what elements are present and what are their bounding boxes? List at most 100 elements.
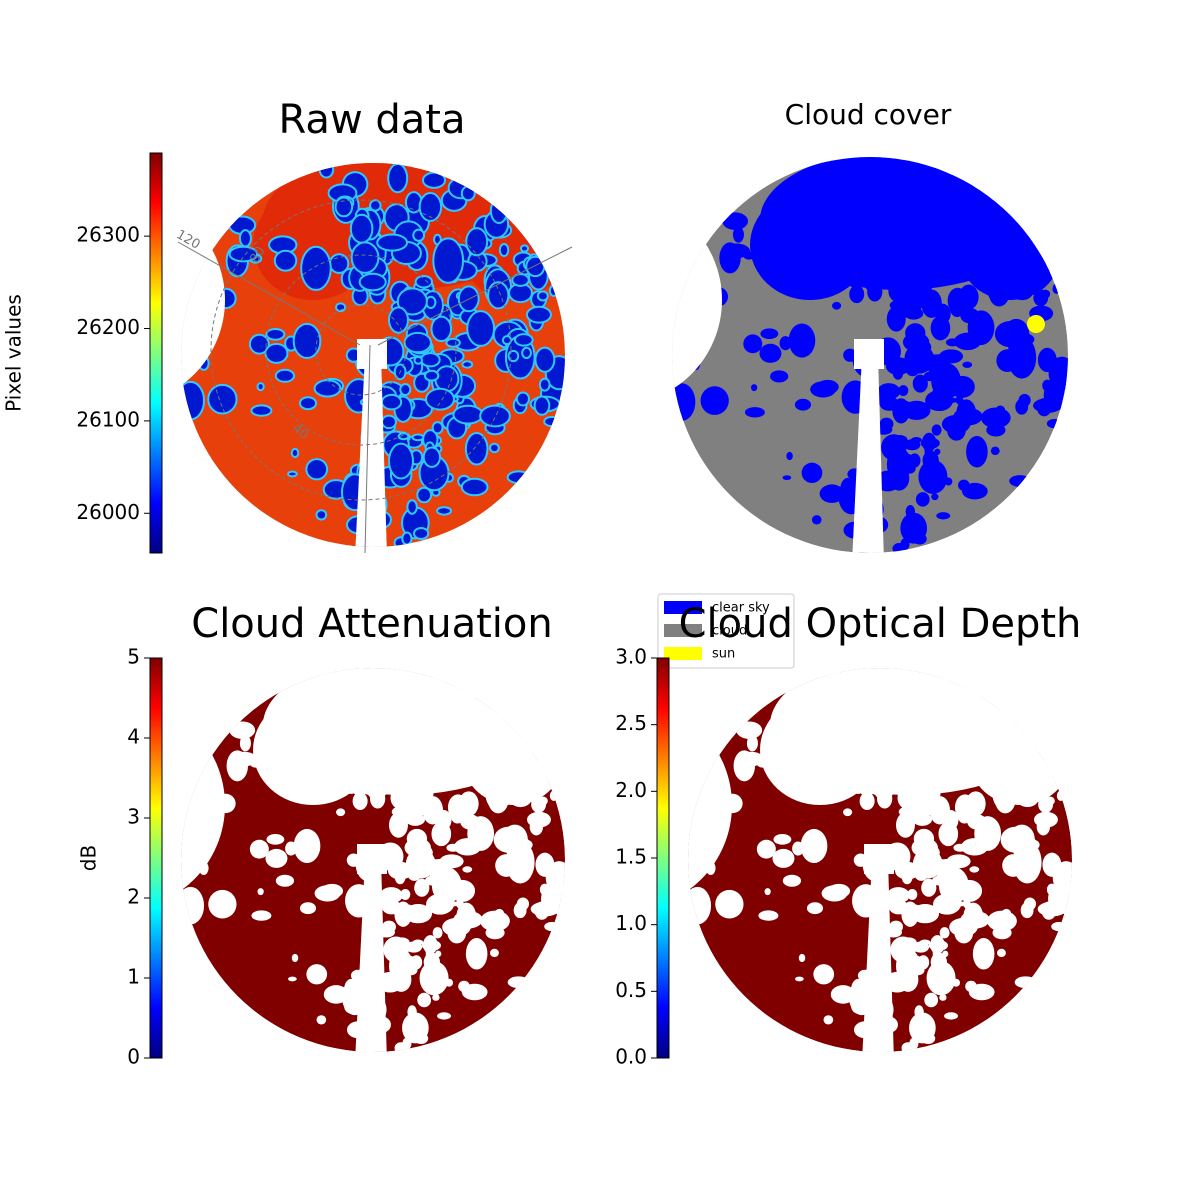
- image-blob: [889, 920, 903, 934]
- image-blob: [796, 244, 826, 288]
- image-blob: [351, 747, 379, 778]
- image-blob: [514, 839, 533, 851]
- image-blob: [756, 839, 776, 859]
- image-blob: [181, 886, 205, 925]
- image-blob: [1014, 976, 1037, 989]
- colorbar-tick-label: 26100: [76, 407, 140, 431]
- image-blob: [973, 733, 995, 761]
- image-blob: [414, 1032, 429, 1044]
- image-blob: [939, 994, 947, 1001]
- image-blob: [922, 781, 939, 793]
- image-blob: [265, 848, 288, 868]
- image-blob: [419, 698, 442, 726]
- image-blob: [847, 210, 870, 239]
- image-blob: [874, 231, 905, 248]
- legend-swatch: [664, 624, 702, 637]
- image-blob: [939, 927, 950, 939]
- image-blob: [1042, 379, 1052, 392]
- image-blob: [808, 751, 838, 795]
- image-blob: [291, 953, 299, 963]
- mask-wedge: [355, 860, 387, 1052]
- image-blob: [1046, 418, 1063, 429]
- image-blob: [1044, 796, 1055, 806]
- polar-label: 80: [247, 244, 268, 266]
- image-blob: [1042, 852, 1062, 877]
- image-blob: [1010, 281, 1034, 301]
- image-blob: [759, 343, 782, 363]
- image-blob: [426, 893, 455, 915]
- image-blob: [931, 424, 942, 436]
- image-blob: [743, 334, 763, 354]
- image-blob: [1000, 240, 1010, 253]
- image-blob: [744, 407, 765, 418]
- mask-center: [854, 339, 884, 369]
- colorbar-tick-label: 2: [127, 885, 140, 909]
- image-blob: [415, 781, 432, 793]
- image-blob: [700, 386, 729, 415]
- image-blob: [764, 888, 771, 896]
- polar-axis: [377, 246, 573, 346]
- image-blob: [836, 759, 856, 778]
- image-blob: [811, 515, 822, 525]
- image-blob: [359, 778, 386, 796]
- image-blob: [908, 453, 921, 468]
- panel-title: Raw data: [279, 97, 466, 143]
- image-blob: [453, 910, 483, 929]
- image-blob: [249, 839, 269, 859]
- image-blob: [972, 938, 995, 970]
- image-blob: [1009, 350, 1020, 362]
- image-blob: [921, 1032, 936, 1044]
- image-blob: [377, 739, 408, 756]
- image-blob: [402, 1037, 412, 1050]
- image-blob: [461, 983, 488, 1001]
- image-blob: [300, 245, 332, 291]
- image-blob: [772, 848, 795, 868]
- image-blob: [1029, 852, 1038, 864]
- image-blob: [399, 383, 412, 396]
- image-blob: [722, 212, 749, 230]
- image-blob: [460, 185, 476, 202]
- image-blob: [520, 750, 529, 757]
- image-blob: [848, 239, 876, 270]
- image-blob: [798, 953, 806, 963]
- image-blob: [370, 705, 381, 716]
- image-blob: [991, 194, 1009, 219]
- image-blob: [974, 816, 1002, 851]
- mask-center: [357, 844, 387, 874]
- image-blob: [329, 759, 349, 778]
- image-blob: [488, 787, 509, 814]
- image-blob: [387, 163, 409, 194]
- image-blob: [417, 992, 432, 1008]
- image-blob: [430, 315, 453, 343]
- image-blob: [537, 796, 548, 806]
- colorbar-label: dB: [77, 845, 101, 871]
- polar-label: 120: [173, 227, 202, 252]
- image-blob: [904, 187, 921, 208]
- image-blob: [989, 280, 1010, 307]
- image-blob: [1023, 347, 1033, 358]
- legend-label: clear sky: [712, 601, 770, 616]
- image-blob: [1052, 283, 1061, 294]
- polar-grid: [265, 254, 457, 446]
- image-blob: [316, 1015, 327, 1025]
- image-blob: [968, 691, 982, 706]
- image-blob: [522, 852, 531, 864]
- polar-grid: [210, 199, 512, 501]
- image-blob: [746, 735, 758, 752]
- image-blob: [932, 235, 963, 280]
- image-blob: [1016, 788, 1039, 808]
- image-blob: [1028, 253, 1047, 274]
- image-blob: [420, 352, 441, 368]
- image-blob: [940, 743, 971, 788]
- image-blob: [1012, 840, 1042, 884]
- image-blob: [526, 811, 551, 828]
- colorbar: [149, 152, 163, 554]
- image-blob: [921, 432, 937, 452]
- image-blob: [382, 920, 396, 934]
- image-blob: [229, 721, 256, 739]
- image-blob: [381, 899, 402, 915]
- colorbar-tick-label: 3: [127, 805, 140, 829]
- image-blob: [290, 447, 300, 459]
- image-blob: [879, 396, 899, 411]
- image-blob: [397, 793, 427, 820]
